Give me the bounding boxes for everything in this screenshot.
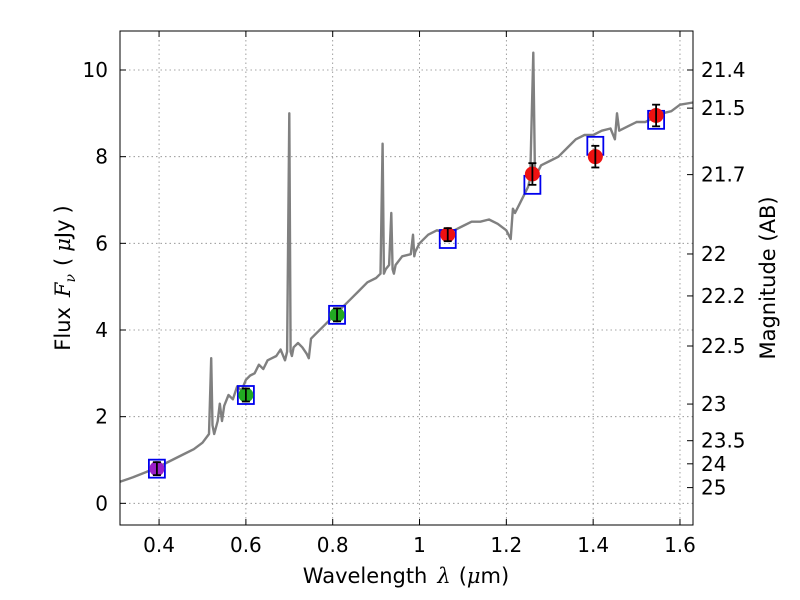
model-boxes <box>147 109 666 479</box>
y-tick-label: 0 <box>95 491 108 515</box>
x-tick-label: 1.6 <box>664 533 696 557</box>
x-tick-label: 0.4 <box>143 533 175 557</box>
y-tick-label: 2 <box>95 405 108 429</box>
y-tick-label: 8 <box>95 145 108 169</box>
model-box <box>236 385 255 405</box>
mag-tick-label: 22.5 <box>701 334 746 358</box>
spectrum-series <box>119 51 694 483</box>
x-axis-title: Wavelength λ (μm) <box>303 564 509 588</box>
x-tick-label: 0.8 <box>317 533 349 557</box>
mag-tick-label: 22.2 <box>701 284 746 308</box>
x-tick-label: 1 <box>413 533 426 557</box>
y-axis-title: FluxFν(μJy) <box>51 205 79 350</box>
mag-tick-label: 21.5 <box>701 96 746 120</box>
right-axis-title: Magnitude (AB) <box>756 196 780 359</box>
mag-tick-label: 24 <box>701 452 726 476</box>
mag-tick-label: 21.4 <box>701 58 746 82</box>
model-box <box>147 458 166 479</box>
mag-tick-label: 23 <box>701 392 726 416</box>
photometry-points <box>149 103 664 477</box>
x-tick-label: 1.4 <box>577 533 609 557</box>
x-tick-label: 0.6 <box>230 533 262 557</box>
mag-tick-label: 21.7 <box>701 163 746 187</box>
mag-tick-label: 23.5 <box>701 429 746 453</box>
grid <box>120 31 693 525</box>
y-tick-label: 6 <box>95 231 108 255</box>
plot-frame <box>119 30 694 526</box>
y-tick-label: 10 <box>83 58 108 82</box>
model-box <box>328 304 346 325</box>
mag-tick-label: 25 <box>701 476 726 500</box>
spectrum-line <box>119 51 694 483</box>
mag-tick-label: 22 <box>701 242 726 266</box>
y-tick-label: 4 <box>95 318 108 342</box>
x-tick-label: 1.2 <box>490 533 522 557</box>
